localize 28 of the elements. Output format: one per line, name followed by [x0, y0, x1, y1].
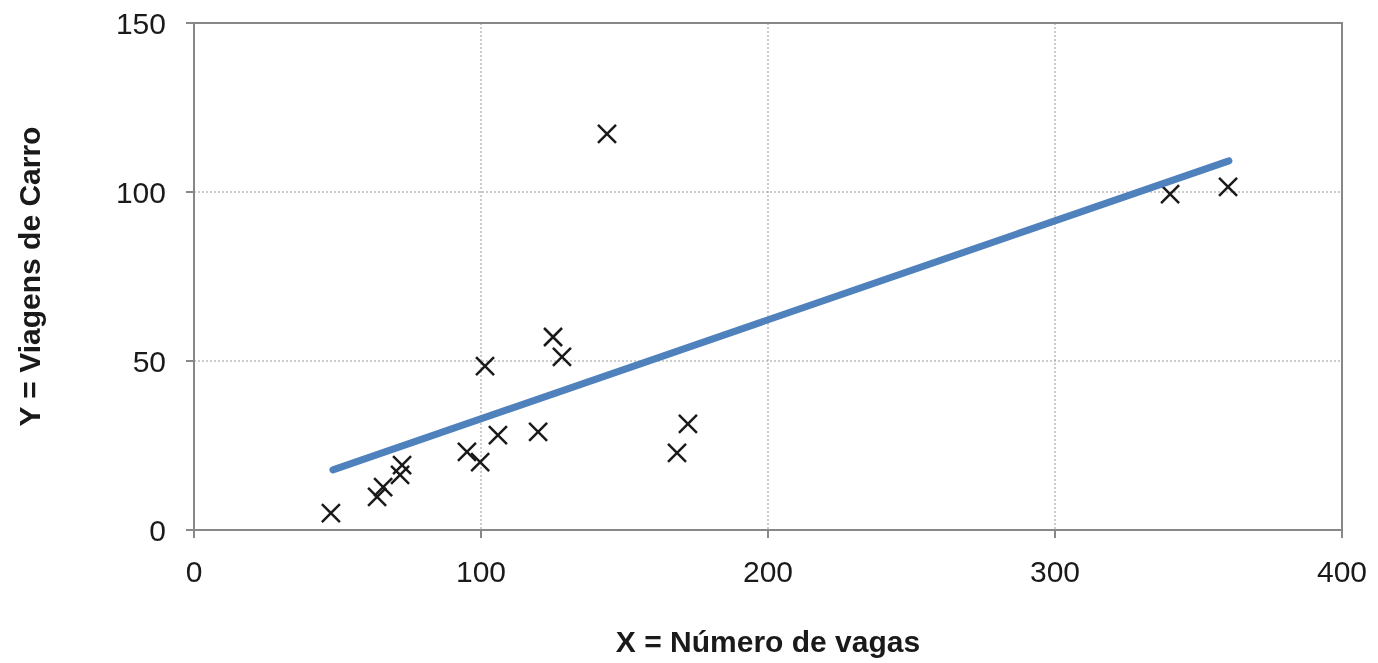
x-tick-label: 100 — [455, 555, 507, 588]
point — [474, 355, 496, 377]
x-tick-label: 400 — [1316, 555, 1368, 588]
point — [366, 486, 388, 508]
y-tick-label: 100 — [115, 175, 166, 209]
y-tick-label: 150 — [115, 6, 166, 40]
point — [389, 464, 411, 486]
point — [487, 424, 509, 446]
point — [551, 346, 573, 368]
x-tick-label: 0 — [185, 555, 203, 588]
point — [542, 326, 564, 348]
point — [456, 441, 478, 463]
x-tick-label: 300 — [1029, 555, 1081, 588]
point — [469, 451, 491, 473]
point — [391, 454, 413, 476]
x-tick-label: 200 — [742, 555, 794, 588]
y-tick-label: 50 — [132, 344, 166, 378]
y-axis-title: Y = Viagens de Carro — [13, 126, 46, 427]
point — [677, 413, 699, 435]
point — [527, 421, 549, 443]
x-axis-title: X = Número de vagas — [615, 625, 921, 658]
point — [1217, 176, 1239, 198]
y-tick-label: 0 — [149, 513, 166, 547]
point — [372, 476, 394, 498]
point — [320, 502, 342, 524]
point — [1159, 183, 1181, 205]
point — [596, 123, 618, 145]
point — [666, 442, 688, 464]
